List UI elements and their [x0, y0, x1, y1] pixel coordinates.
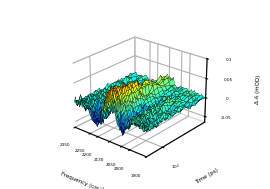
X-axis label: Frequency (cm⁻¹): Frequency (cm⁻¹) — [60, 170, 107, 189]
Y-axis label: Time (ps): Time (ps) — [195, 167, 220, 185]
